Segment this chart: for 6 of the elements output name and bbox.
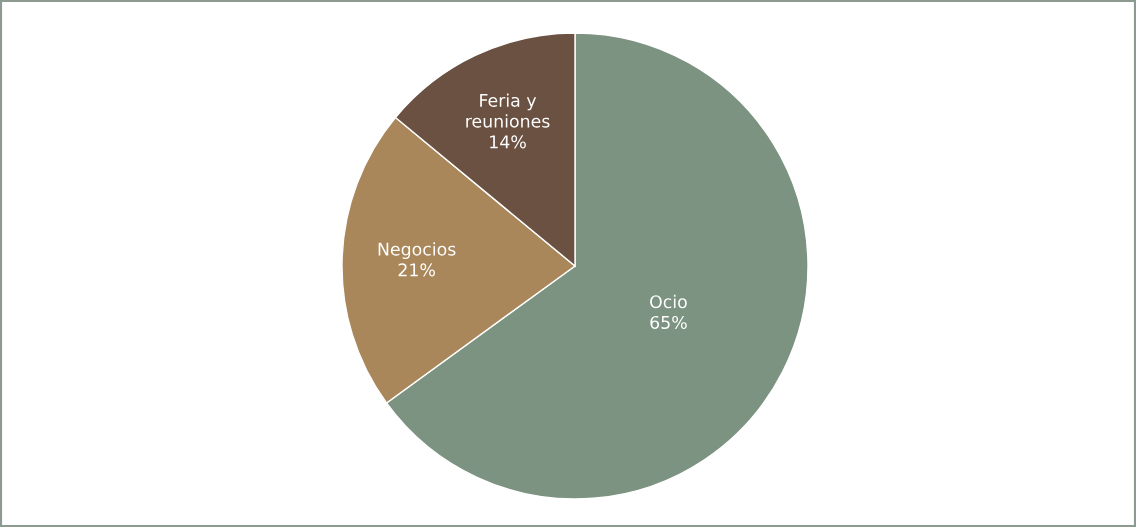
slice-label: Ocio [650, 294, 687, 309]
data-label: 21% [398, 263, 435, 277]
slice-label: Feria y reuniones [466, 93, 550, 128]
data-label: 14% [490, 135, 526, 149]
slice-label: Negocios [378, 242, 456, 260]
data-label: 65% [650, 315, 687, 330]
